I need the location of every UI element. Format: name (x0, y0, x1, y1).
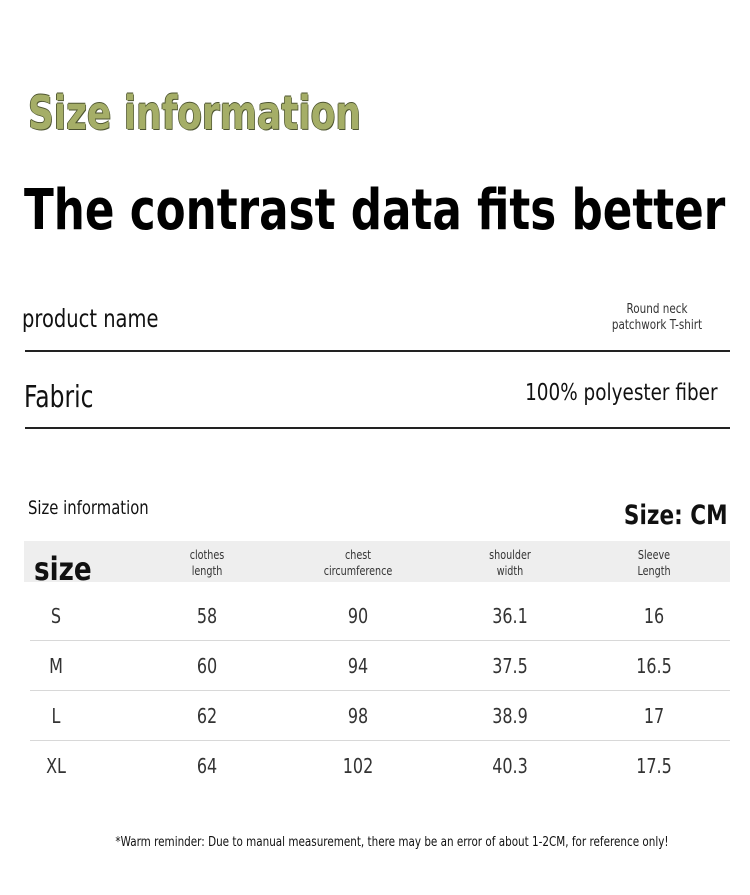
column-header: Sleeve Length (637, 548, 671, 578)
table-cell: L (51, 704, 61, 728)
table-cell: 17.5 (636, 754, 672, 778)
info-value: Round neck patchwork T-shirt (611, 302, 703, 333)
table-cell: 38.9 (492, 704, 528, 728)
table-cell: M (49, 654, 63, 678)
table-cell: XL (46, 754, 66, 778)
table-cell: S (50, 604, 62, 628)
row-separator (30, 640, 730, 641)
table-cell: 17 (643, 704, 665, 728)
table-cell: 94 (347, 654, 369, 678)
table-cell: 90 (347, 604, 369, 628)
table-cell: 60 (196, 654, 218, 678)
info-label: product name (22, 304, 159, 333)
table-cell: 58 (196, 604, 218, 628)
column-header: clothes length (189, 548, 225, 578)
info-value: 100% polyester fiber (525, 380, 718, 406)
divider (25, 427, 730, 429)
table-cell: 102 (342, 754, 374, 778)
divider (25, 350, 730, 352)
table-header-band (24, 541, 730, 582)
row-separator (30, 690, 730, 691)
unit: Size: CM (624, 500, 728, 531)
title: Size information (28, 86, 361, 140)
section-title: Size information (28, 497, 149, 519)
info-label: Fabric (24, 380, 94, 415)
table-cell: 62 (196, 704, 218, 728)
table-cell: 40.3 (492, 754, 528, 778)
table-cell: 37.5 (492, 654, 528, 678)
column-header: size (34, 550, 92, 588)
row-separator (30, 740, 730, 741)
table-cell: 36.1 (492, 604, 528, 628)
table-cell: 16.5 (636, 654, 672, 678)
column-header: chest circumference (323, 548, 393, 578)
column-header: shoulder width (489, 548, 531, 578)
subtitle: The contrast data fits better (24, 178, 726, 243)
table-cell: 98 (347, 704, 369, 728)
table-cell: 16 (643, 604, 665, 628)
footer-note: *Warm reminder: Due to manual measuremen… (115, 835, 669, 850)
table-cell: 64 (196, 754, 218, 778)
